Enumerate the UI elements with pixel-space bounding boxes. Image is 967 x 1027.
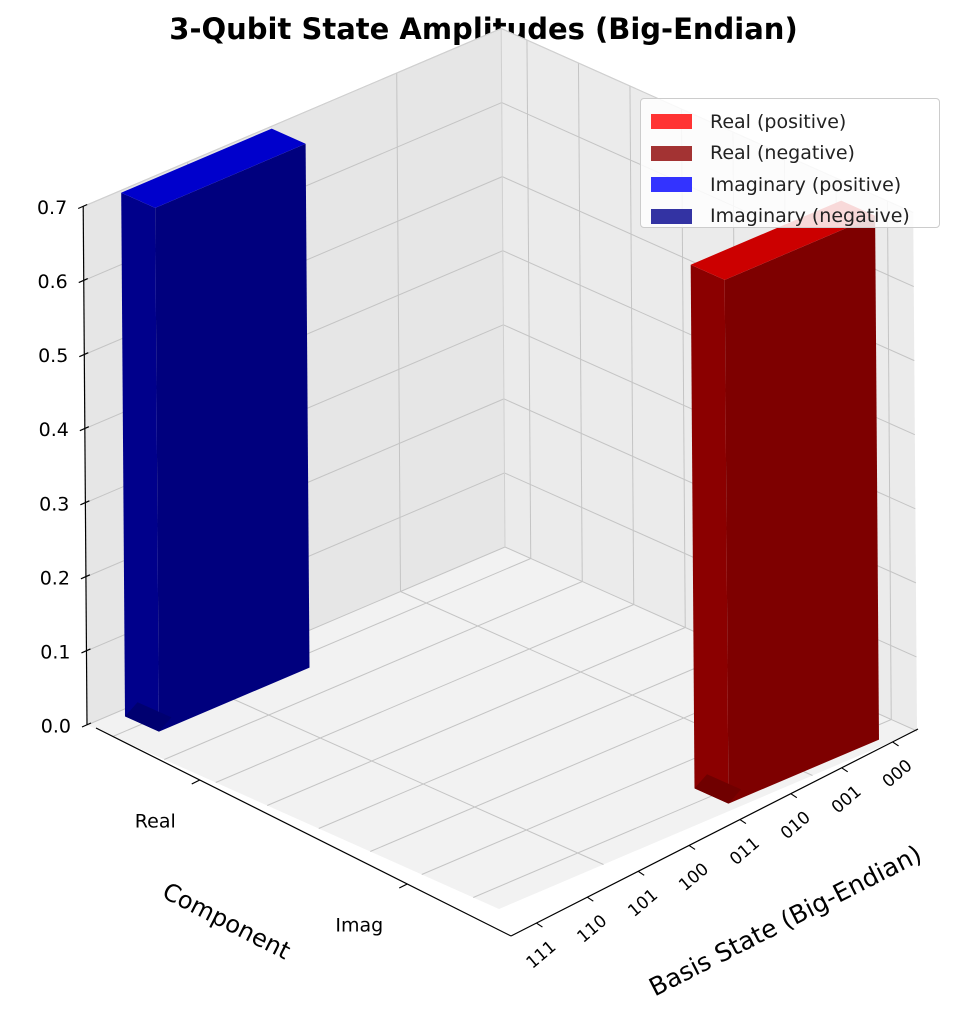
gridline [396,72,401,592]
component-tick [398,883,408,889]
bar-real-111 [690,200,879,804]
legend-swatch [651,177,692,193]
basis-tick-label: 000 [879,756,917,792]
bar-side-face [724,215,879,804]
basis-tick-label: 100 [675,859,713,895]
legend-swatch [651,114,692,130]
legend-swatch [651,145,692,161]
bar-imag-000 [121,128,310,732]
basis-tick-label: 101 [624,885,662,921]
component-tick [191,779,201,785]
bar-top-face [121,128,306,208]
bar-side-face [155,143,310,732]
legend-label: Imaginary (negative) [710,205,910,228]
basis-tick [688,844,696,850]
gridline [629,85,635,605]
gridline [886,200,892,720]
z-tick [78,278,88,284]
bar-front-face [690,264,729,804]
pane-edge [500,28,506,548]
legend-swatch [651,208,692,224]
legend-label: Real (positive) [710,110,847,133]
legend: Real (positive) Real (negative) Imaginar… [640,98,940,228]
basis-tick-label: 010 [777,808,815,844]
basis-tick [637,870,645,876]
basis-tick [536,922,543,928]
z-axis-line [82,206,88,726]
legend-label: Real (negative) [710,142,855,165]
legend-item: Imaginary (negative) [651,201,939,233]
bar-bottom-strip [694,774,741,804]
gridline [577,62,583,582]
basis-tick [892,741,899,747]
z-tick-label: 0.3 [39,493,69,515]
z-tick [81,722,92,728]
gridline [191,680,604,865]
basis-tick [790,793,798,799]
z-tick-label: 0.7 [37,197,67,219]
basis-tick-label: 011 [726,833,764,869]
gridline [267,627,686,806]
z-tick [79,426,90,432]
bar-bottom-strip [125,702,172,732]
gridline [164,581,583,760]
z-tick-label: 0.1 [40,641,70,663]
gridline [526,39,532,559]
legend-item: Real (negative) [651,138,939,170]
z-tick-label: 0.5 [38,345,68,367]
basis-tick [739,819,747,825]
basis-axis-label: Basis State (Big-Endian) [644,839,926,1002]
z-tick [77,203,88,210]
z-tick-label: 0.0 [41,716,71,738]
basis-tick [586,896,594,902]
legend-label: Imaginary (positive) [710,173,902,196]
z-tick [80,500,90,506]
component-axis-line [95,727,512,937]
component-tick-label: Real [135,811,176,833]
gridline [215,604,634,783]
z-tick-label: 0.4 [39,419,69,441]
z-tick [81,648,91,654]
legend-item: Imaginary (positive) [651,169,939,201]
basis-axis-line [510,728,919,937]
component-tick-label: Imag [335,915,383,937]
z-tick [80,574,91,580]
z-tick-label: 0.6 [38,271,68,293]
basis-tick-label: 001 [828,782,866,818]
legend-item: Real (positive) [651,106,939,138]
pane-edge [83,28,502,207]
basis-tick-label: 110 [573,911,611,947]
component-axis-label: Component [158,877,295,965]
gridline [318,650,737,829]
z-tick [79,352,89,358]
basis-tick-label: 111 [523,937,561,973]
bar-front-face [121,192,159,732]
basis-tick [841,767,849,773]
z-tick-label: 0.2 [40,567,70,589]
